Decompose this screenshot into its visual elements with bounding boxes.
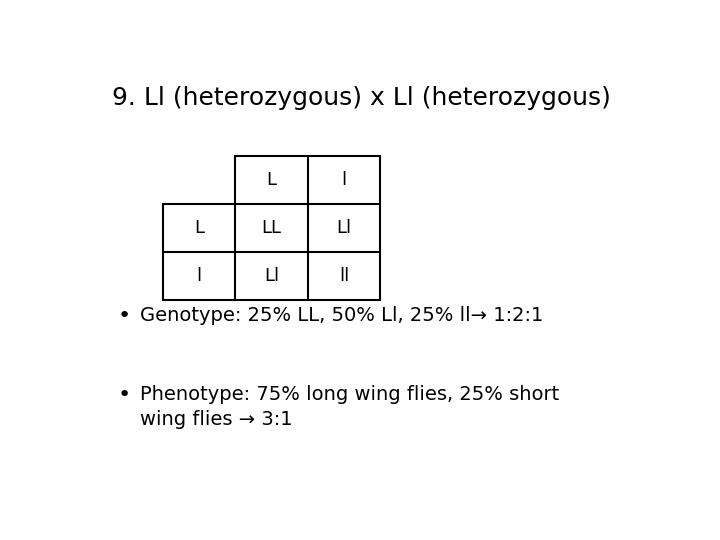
Text: Genotype: 25% LL, 50% Ll, 25% ll→ 1:2:1: Genotype: 25% LL, 50% Ll, 25% ll→ 1:2:1 — [140, 306, 544, 325]
Text: •: • — [118, 385, 131, 405]
Text: •: • — [118, 306, 131, 326]
Text: 9. Ll (heterozygous) x Ll (heterozygous): 9. Ll (heterozygous) x Ll (heterozygous) — [112, 85, 611, 110]
Text: Phenotype: 75% long wing flies, 25% short
wing flies → 3:1: Phenotype: 75% long wing flies, 25% shor… — [140, 385, 559, 429]
Text: l: l — [197, 267, 202, 285]
Text: ll: ll — [339, 267, 349, 285]
Text: L: L — [194, 219, 204, 237]
Text: Ll: Ll — [336, 219, 351, 237]
Text: Ll: Ll — [264, 267, 279, 285]
Text: l: l — [341, 171, 346, 189]
Text: LL: LL — [261, 219, 282, 237]
Text: L: L — [266, 171, 276, 189]
